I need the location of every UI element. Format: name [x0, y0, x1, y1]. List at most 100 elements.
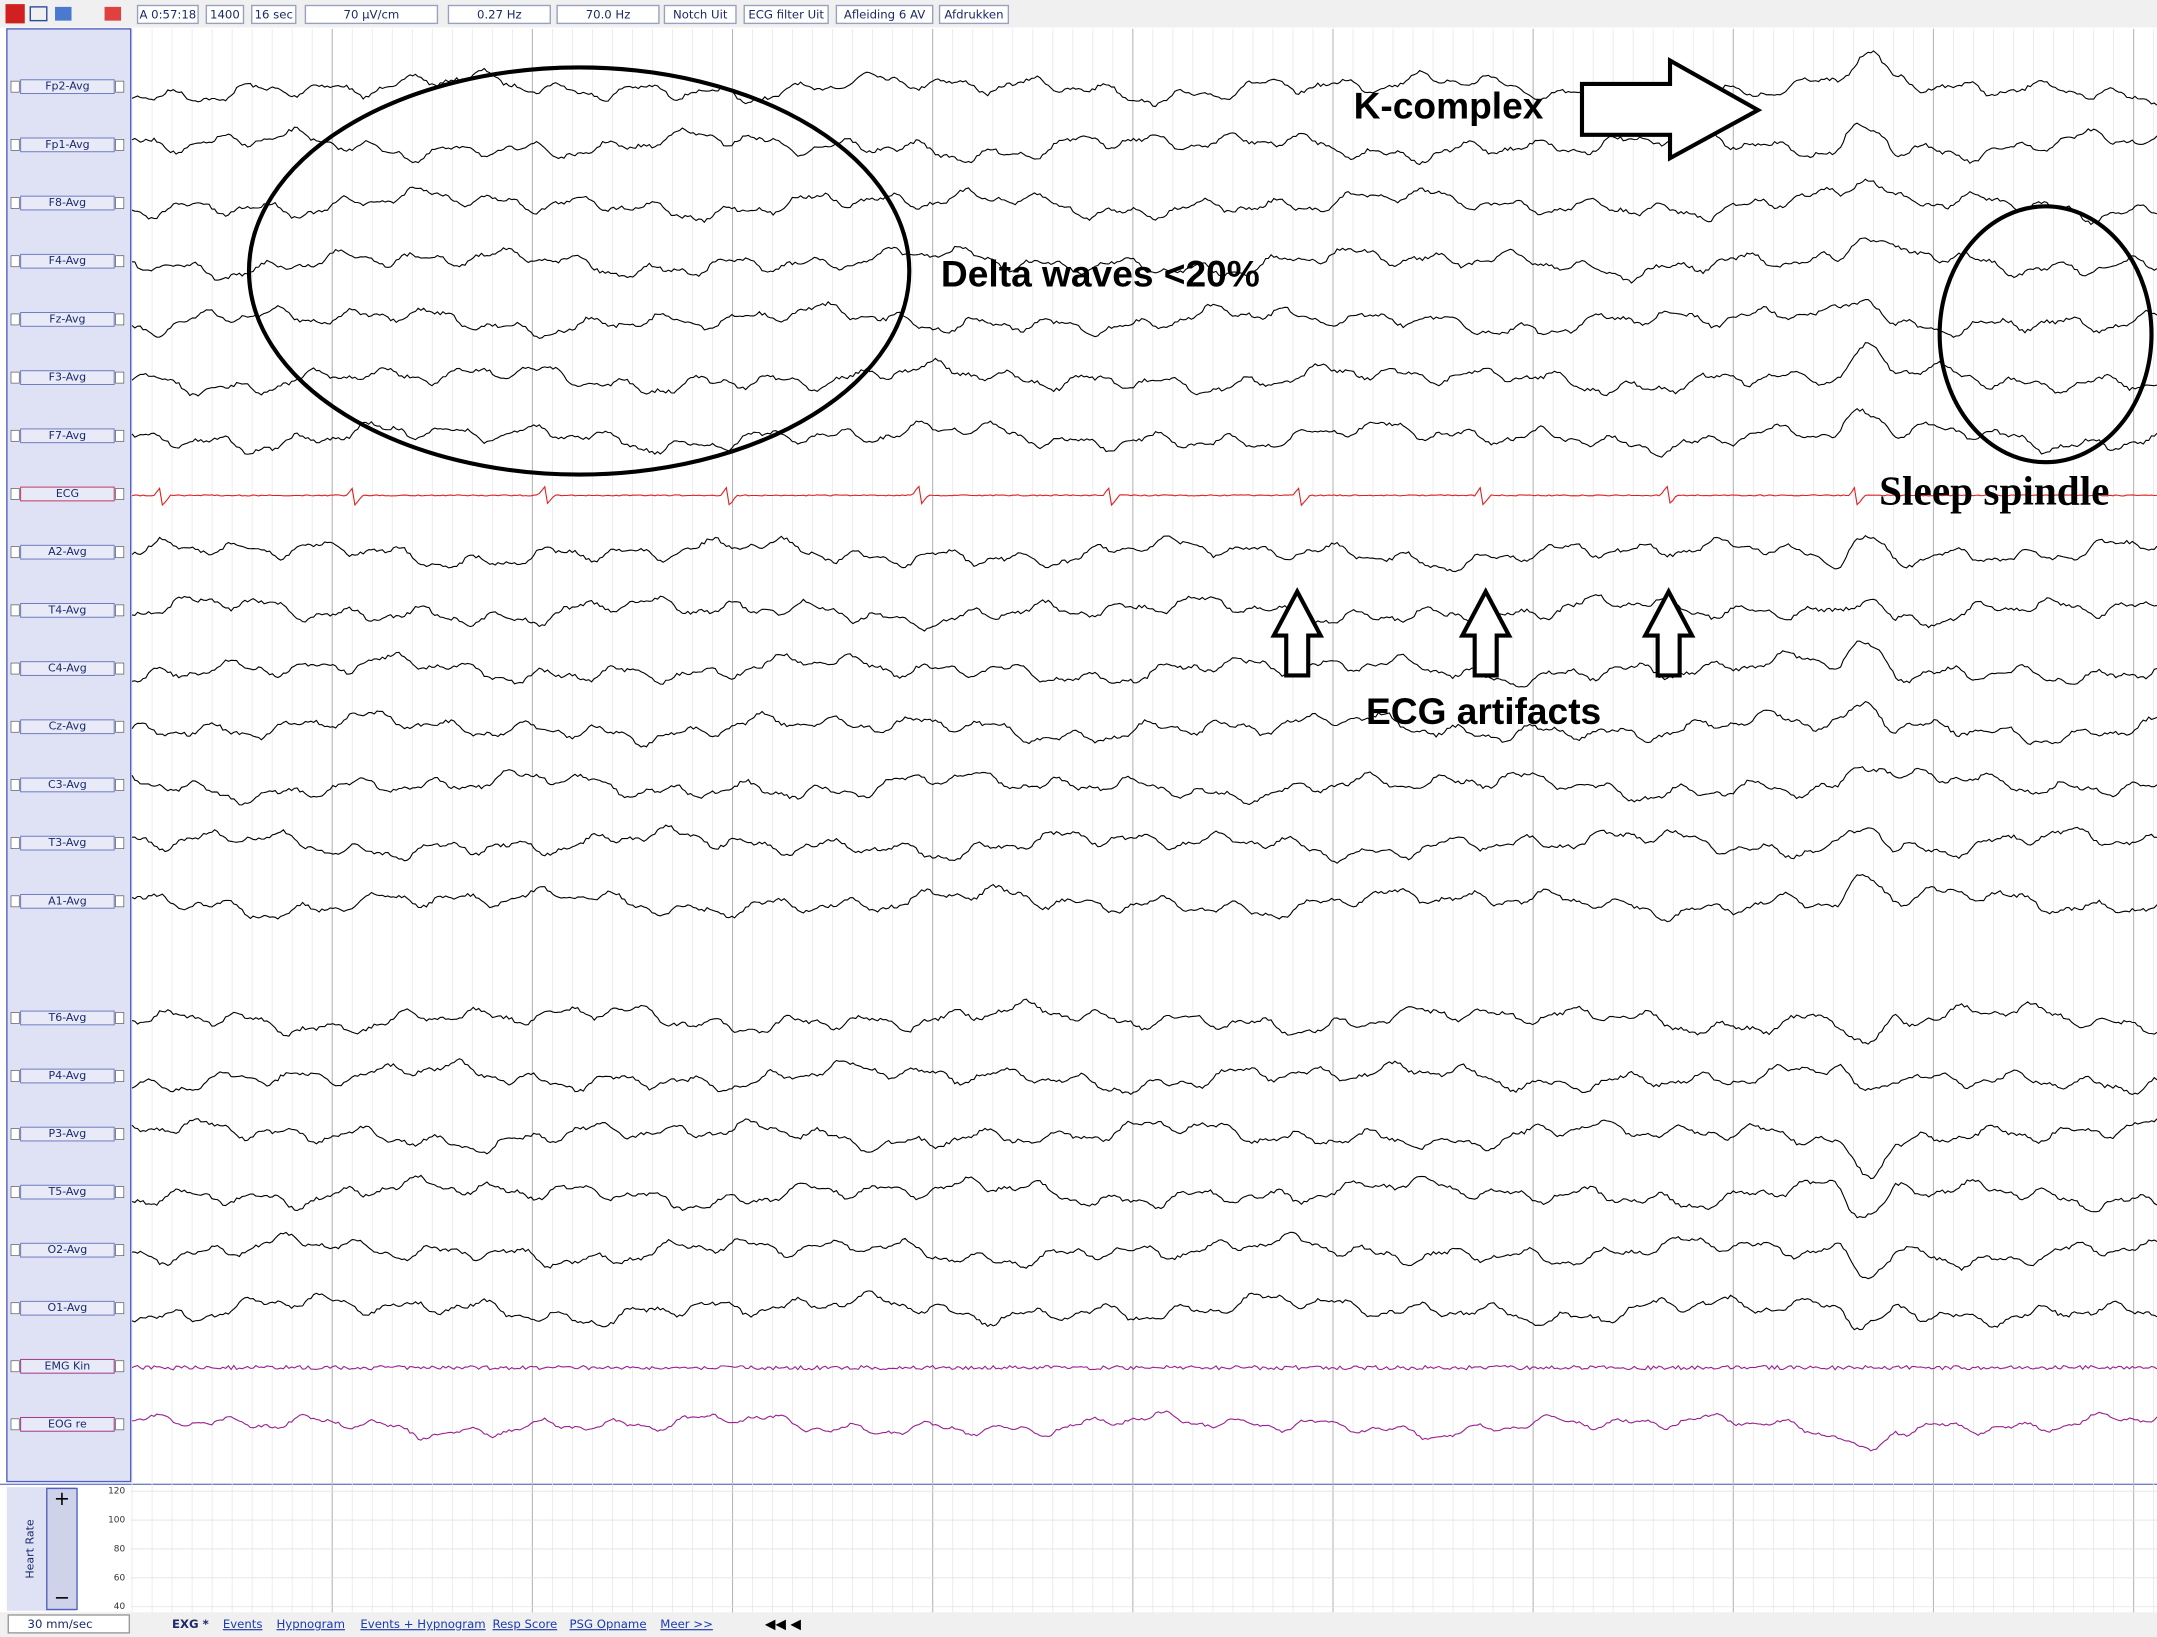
- toolbar-field[interactable]: [663, 4, 737, 25]
- channel-label-box[interactable]: [20, 370, 115, 385]
- channel-minus[interactable]: [10, 546, 20, 559]
- channel-plus[interactable]: [115, 1360, 125, 1373]
- channel-plus[interactable]: [115, 779, 125, 791]
- channel-label-box[interactable]: [20, 1184, 115, 1200]
- channel-plus[interactable]: [115, 197, 125, 209]
- channel-plus[interactable]: [115, 1302, 125, 1315]
- channel-minus[interactable]: [10, 429, 20, 442]
- channel-plus[interactable]: [115, 429, 125, 442]
- channel-label-box[interactable]: [20, 603, 115, 618]
- channel-minus[interactable]: [10, 80, 20, 93]
- channel-minus[interactable]: [10, 1418, 20, 1431]
- channel-minus[interactable]: [10, 1244, 20, 1257]
- toolbar-field[interactable]: [938, 4, 1010, 25]
- channel-label-box[interactable]: [20, 893, 115, 909]
- speed-field[interactable]: [7, 1614, 131, 1634]
- channel-label: EOG re: [48, 1417, 87, 1430]
- nav-buttons[interactable]: ◀◀ ◀: [765, 1617, 802, 1633]
- hr-scale: [46, 1487, 78, 1611]
- channel-minus[interactable]: [10, 488, 20, 500]
- channel-plus[interactable]: [115, 837, 125, 849]
- channel-label-box[interactable]: [20, 428, 115, 444]
- toolbar-field[interactable]: [136, 4, 199, 25]
- channel-label-box[interactable]: [20, 137, 115, 153]
- channel-plus[interactable]: [115, 1070, 125, 1082]
- tab[interactable]: EXG *: [172, 1617, 209, 1631]
- tab[interactable]: Events: [223, 1617, 263, 1631]
- channel-plus[interactable]: [115, 604, 125, 617]
- channel-minus[interactable]: [10, 895, 20, 908]
- icon[interactable]: [104, 6, 122, 21]
- channel-minus[interactable]: [10, 837, 20, 849]
- channel-label-box[interactable]: [20, 1010, 115, 1026]
- channel-plus[interactable]: [115, 1128, 125, 1140]
- channel-plus[interactable]: [115, 662, 125, 675]
- tab[interactable]: Hypnogram: [277, 1617, 345, 1631]
- channel-label-box[interactable]: [20, 79, 115, 95]
- toolbar-field[interactable]: [304, 4, 439, 25]
- channel-plus[interactable]: [115, 255, 125, 268]
- channel-minus[interactable]: [10, 662, 20, 675]
- tab[interactable]: PSG Opname: [570, 1617, 647, 1631]
- channel-plus[interactable]: [115, 80, 125, 93]
- channel-plus[interactable]: [115, 546, 125, 559]
- eeg-trace: [131, 874, 2157, 923]
- channel-minus[interactable]: [10, 371, 20, 384]
- channel-minus[interactable]: [10, 1128, 20, 1140]
- icon[interactable]: [29, 6, 48, 22]
- arrow-up: [1641, 587, 1696, 678]
- toolbar-text: Afleiding 6 AV: [844, 8, 925, 22]
- channel-minus[interactable]: [10, 1186, 20, 1198]
- toolbar-field[interactable]: [556, 4, 660, 25]
- channel-plus[interactable]: [115, 313, 125, 326]
- channel-minus[interactable]: [10, 139, 20, 151]
- app-icon[interactable]: [5, 4, 25, 24]
- channel-plus[interactable]: [115, 139, 125, 151]
- channel-plus[interactable]: [115, 371, 125, 384]
- channel-minus[interactable]: [10, 1302, 20, 1315]
- channel-minus[interactable]: [10, 604, 20, 617]
- channel-label-box[interactable]: [20, 1242, 115, 1258]
- channel-label-box[interactable]: [20, 1068, 115, 1084]
- channel-label-box[interactable]: [20, 835, 115, 851]
- channel-minus[interactable]: [10, 720, 20, 733]
- channel-minus[interactable]: [10, 779, 20, 791]
- channel-minus[interactable]: [10, 1012, 20, 1024]
- channel-plus[interactable]: [115, 1418, 125, 1431]
- channel-minus[interactable]: [10, 1070, 20, 1082]
- channel-plus[interactable]: [115, 720, 125, 733]
- channel-label-box[interactable]: [20, 312, 115, 327]
- channel-plus[interactable]: [115, 1012, 125, 1024]
- channel-label-box[interactable]: [20, 1358, 115, 1374]
- channel-label-box[interactable]: [20, 195, 115, 211]
- channel-plus[interactable]: [115, 895, 125, 908]
- toolbar-field[interactable]: [447, 4, 551, 25]
- toolbar-field[interactable]: [205, 4, 245, 25]
- toolbar-field[interactable]: [251, 4, 297, 25]
- channel-plus[interactable]: [115, 488, 125, 500]
- channel-label-box[interactable]: [20, 544, 115, 560]
- tab[interactable]: Events + Hypnogram: [360, 1617, 485, 1631]
- channel-label-box[interactable]: [20, 1300, 115, 1316]
- channel-minus[interactable]: [10, 313, 20, 326]
- toolbar-field[interactable]: [743, 4, 829, 25]
- channel-label-box[interactable]: [20, 1126, 115, 1142]
- channel-label-box[interactable]: [20, 486, 115, 502]
- channel-plus[interactable]: [115, 1244, 125, 1257]
- channel-label-box[interactable]: [20, 1416, 115, 1432]
- tab[interactable]: Meer >>: [660, 1617, 713, 1631]
- icon[interactable]: [55, 6, 72, 21]
- zoom-out[interactable]: −: [54, 1586, 70, 1609]
- channel-label-box[interactable]: [20, 777, 115, 793]
- channel-label-box[interactable]: [20, 661, 115, 676]
- channel-label-box[interactable]: [20, 253, 115, 269]
- toolbar-field[interactable]: [835, 4, 934, 25]
- channel-minus[interactable]: [10, 197, 20, 209]
- channel-minus[interactable]: [10, 255, 20, 268]
- channel-minus[interactable]: [10, 1360, 20, 1373]
- channel-plus[interactable]: [115, 1186, 125, 1198]
- channel-label: P4-Avg: [49, 1069, 87, 1082]
- zoom-in[interactable]: +: [54, 1487, 70, 1510]
- tab[interactable]: Resp Score: [492, 1617, 557, 1631]
- channel-label-box[interactable]: [20, 719, 115, 735]
